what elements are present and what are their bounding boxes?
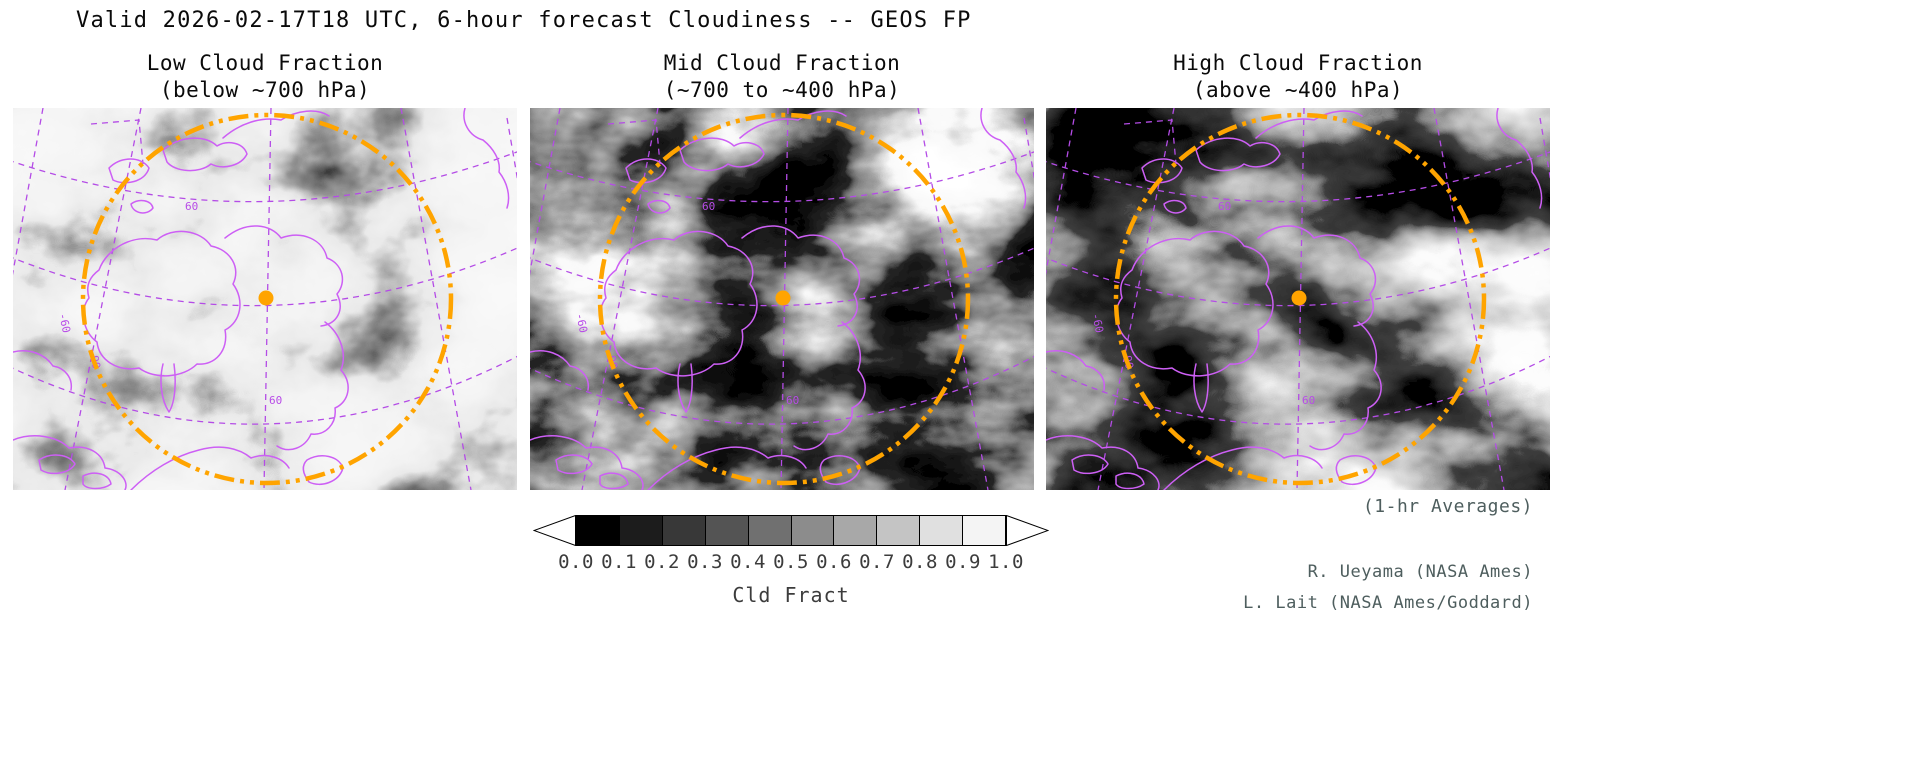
colorbar-ticks: 0.0 0.1 0.2 0.3 0.4 0.5 0.6 0.7 0.8 0.9 1.0 [558,551,1023,575]
colorbar-tick: 0.3 [687,551,723,573]
cloud-field-high [1046,108,1550,490]
colorbar-tick: 0.4 [730,551,766,573]
colorbar-cell [748,516,792,545]
panel-mid-cloud: Mid Cloud Fraction (~700 to ~400 hPa) [530,50,1034,490]
colorbar-cell [963,516,1006,545]
cloud-map-high [1046,108,1550,490]
colorbar-tick: 1.0 [988,551,1024,573]
cloud-field-mid [530,108,1034,490]
colorbar-tick: 0.7 [859,551,895,573]
cloud-map-low [13,108,517,490]
colorbar-cell [920,516,964,545]
figure-title: Valid 2026-02-17T18 UTC, 6-hour forecast… [76,8,972,33]
colorbar-tick: 0.0 [558,551,594,573]
colorbar-arrow-left [533,515,576,546]
colorbar-cell [577,516,620,545]
credits: R. Ueyama (NASA Ames) L. Lait (NASA Ames… [1100,557,1533,619]
credit-line-1: R. Ueyama (NASA Ames) [1307,562,1533,582]
colorbar-bar [533,515,1049,546]
colorbar-cell [834,516,878,545]
panel-title-high-line2: (above ~400 hPa) [1192,78,1404,102]
colorbar: 0.0 0.1 0.2 0.3 0.4 0.5 0.6 0.7 0.8 0.9 1.0 Cld Fr… [533,515,1049,607]
colorbar-cell [619,516,663,545]
colorbar-cells [576,515,1006,546]
panel-high-cloud: High Cloud Fraction (above ~400 hPa) [1046,50,1550,490]
credit-line-2: L. Lait (NASA Ames/Goddard) [1243,593,1533,613]
cloud-field-low [13,108,517,490]
colorbar-tick: 0.2 [644,551,680,573]
colorbar-cell [877,516,921,545]
panel-title-mid-line2: (~700 to ~400 hPa) [663,78,901,102]
colorbar-tick: 0.5 [773,551,809,573]
colorbar-tick: 0.6 [816,551,852,573]
colorbar-tick: 0.1 [601,551,637,573]
panel-low-cloud: Low Cloud Fraction (below ~700 hPa) [13,50,517,490]
panel-title-low-line2: (below ~700 hPa) [159,78,371,102]
colorbar-label: Cld Fract [732,583,850,607]
colorbar-cell [662,516,706,545]
panel-title-mid: Mid Cloud Fraction (~700 to ~400 hPa) [530,50,1034,104]
colorbar-arrow-right [1006,515,1049,546]
panel-title-low: Low Cloud Fraction (below ~700 hPa) [13,50,517,104]
cloud-map-mid [530,108,1034,490]
panel-title-high: High Cloud Fraction (above ~400 hPa) [1046,50,1550,104]
panel-title-mid-line1: Mid Cloud Fraction [663,51,901,75]
colorbar-tick: 0.9 [945,551,981,573]
averaging-note: (1-hr Averages) [1362,496,1533,517]
colorbar-cell [705,516,749,545]
panel-title-high-line1: High Cloud Fraction [1173,51,1423,75]
colorbar-cell [791,516,835,545]
colorbar-tick: 0.8 [902,551,938,573]
panel-title-low-line1: Low Cloud Fraction [146,51,384,75]
